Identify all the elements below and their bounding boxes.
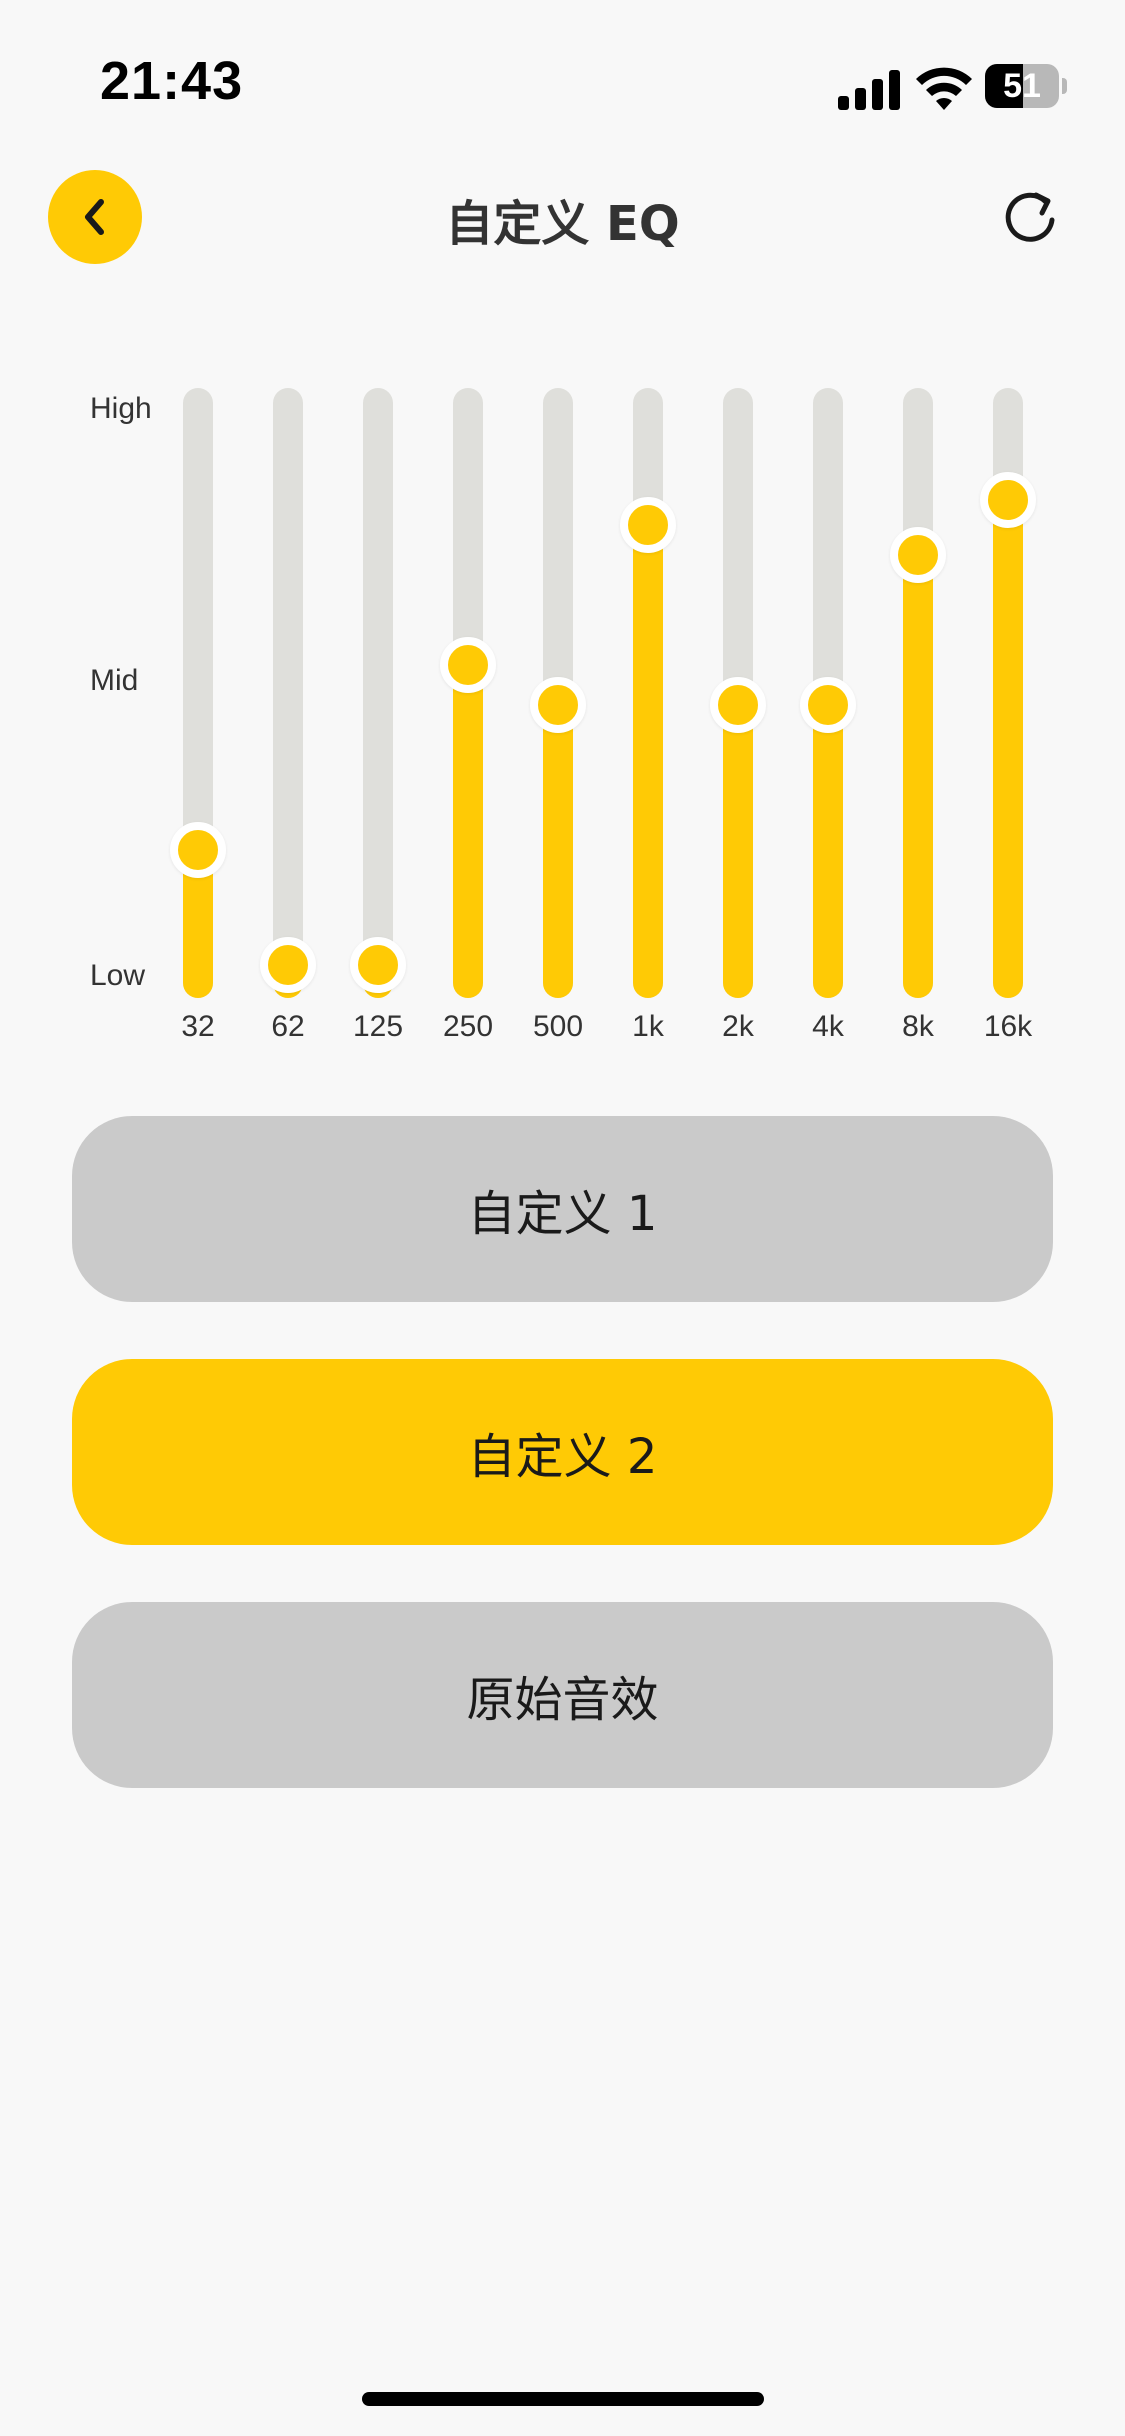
battery-fill xyxy=(985,64,1023,108)
eq-band-knob[interactable] xyxy=(890,527,946,583)
eq-band-label: 125 xyxy=(352,1010,404,1043)
eq-band-label: 16k xyxy=(983,1010,1033,1043)
eq-band-knob[interactable] xyxy=(260,937,316,993)
wifi-icon xyxy=(916,64,972,110)
eq-band-fill xyxy=(543,705,573,998)
eq-band-label: 250 xyxy=(442,1010,494,1043)
preset-button-label: 自定义 2 xyxy=(467,1429,658,1485)
eq-band-label: 2k xyxy=(722,1010,754,1043)
status-time: 21:43 xyxy=(100,51,244,111)
page-title: 自定义 EQ xyxy=(445,196,680,252)
level-label-low: Low xyxy=(90,959,146,992)
eq-band-fill xyxy=(903,555,933,998)
eq-band-knob[interactable] xyxy=(710,677,766,733)
eq-band-fill xyxy=(633,525,663,998)
eq-band-label: 4k xyxy=(812,1010,844,1043)
eq-band-label: 62 xyxy=(271,1010,305,1043)
eq-band-knob[interactable] xyxy=(620,497,676,553)
eq-band-track[interactable] xyxy=(273,388,303,998)
refresh-icon xyxy=(1005,192,1055,242)
preset-button[interactable]: 自定义 2 xyxy=(72,1359,1053,1545)
eq-band-knob[interactable] xyxy=(170,822,226,878)
reset-button[interactable] xyxy=(1000,186,1060,246)
eq-band-label: 500 xyxy=(532,1010,584,1043)
eq-band-fill xyxy=(453,665,483,998)
eq-band-fill xyxy=(723,705,753,998)
eq-band-fill xyxy=(993,500,1023,998)
eq-band-label: 1k xyxy=(632,1010,664,1043)
preset-button[interactable]: 自定义 1 xyxy=(72,1116,1053,1302)
cellular-signal-icon xyxy=(838,66,900,110)
equalizer: High Mid Low 32 62 125 250 500 1k 2k 4k 8k 16k xyxy=(0,370,1125,1050)
eq-band-knob[interactable] xyxy=(440,637,496,693)
battery-icon: 51 xyxy=(985,64,1067,110)
eq-band-knob[interactable] xyxy=(800,677,856,733)
preset-button-label: 自定义 1 xyxy=(467,1186,658,1242)
eq-band-fill xyxy=(813,705,843,998)
status-bar: 21:43 51 xyxy=(0,0,1125,150)
level-label-high: High xyxy=(90,392,152,425)
eq-band-label: 32 xyxy=(181,1010,215,1043)
preset-button[interactable]: 原始音效 xyxy=(72,1602,1053,1788)
chevron-left-icon xyxy=(85,199,104,235)
level-label-mid: Mid xyxy=(90,664,139,697)
eq-band-track[interactable] xyxy=(363,388,393,998)
back-button[interactable] xyxy=(48,170,142,264)
preset-button-label: 原始音效 xyxy=(466,1672,659,1728)
home-indicator xyxy=(362,2392,764,2406)
eq-band-knob[interactable] xyxy=(530,677,586,733)
eq-band-knob[interactable] xyxy=(350,937,406,993)
eq-band-knob[interactable] xyxy=(980,472,1036,528)
battery-percentage: 51 xyxy=(1003,67,1041,105)
eq-band-label: 8k xyxy=(902,1010,934,1043)
